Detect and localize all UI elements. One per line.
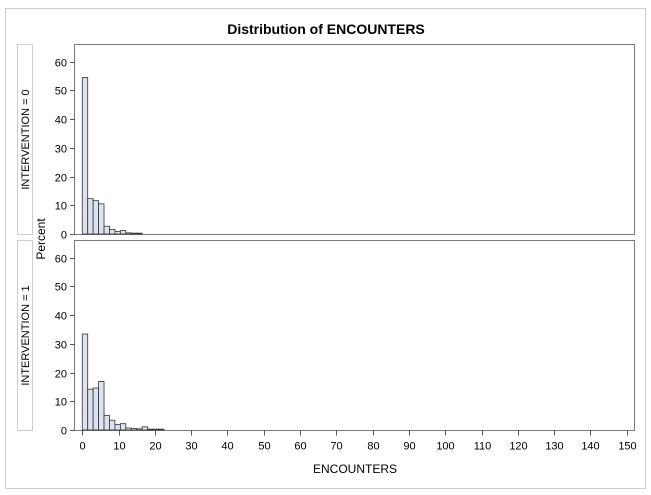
panel-0-strip <box>17 44 33 235</box>
panel-1-bar <box>98 381 105 431</box>
panel-1-y-tick-label: 0 <box>61 426 67 438</box>
x-tick-label: 130 <box>545 441 563 453</box>
panel-1-y-tick-label: 30 <box>55 340 67 352</box>
panel-1-bar <box>130 428 138 431</box>
x-tick-label: 0 <box>79 441 85 453</box>
x-tick-label: 100 <box>436 441 454 453</box>
panel-1-y-tick-label: 20 <box>55 369 67 381</box>
panel-1-bar <box>147 428 154 431</box>
panel-0-y-tick-label: 20 <box>55 173 67 185</box>
panel-0-bar <box>119 230 127 235</box>
panel-1-label: INTERVENTION = 1 <box>20 285 32 385</box>
panel-1-bar <box>114 424 121 431</box>
panel-1-strip <box>17 240 33 431</box>
panel-0-bar <box>125 232 132 235</box>
panel-1-y-tick-label: 40 <box>55 311 67 323</box>
panel-1-bar <box>158 428 165 431</box>
panel-1-bar <box>152 428 159 431</box>
x-axis-label: ENCOUNTERS <box>313 462 397 476</box>
x-tick-label: 30 <box>185 441 197 453</box>
chart-marks: 0 10 20 30 40 50 60 0 10 20 30 40 50 60 0 10 20 30 40 50 60 7… <box>55 58 637 453</box>
x-tick-label: 10 <box>113 441 125 453</box>
panel-0-y-tick-label: 60 <box>55 58 67 70</box>
panel-1-frame <box>74 240 635 431</box>
panel-0-bar <box>136 232 143 235</box>
panel-0-bar <box>92 200 99 235</box>
panel-0-bar <box>109 228 116 235</box>
panel-0-y-tick-label: 40 <box>55 115 67 127</box>
x-tick-label: 80 <box>367 441 379 453</box>
panel-1-y-tick-label: 10 <box>55 397 67 409</box>
x-tick-label: 60 <box>294 441 306 453</box>
panel-1-bar <box>92 387 99 431</box>
panel-0-bar <box>114 231 121 235</box>
panel-0-y-tick-label: 10 <box>55 201 67 213</box>
x-tick-label: 70 <box>330 441 342 453</box>
panel-0-frame <box>74 44 635 235</box>
panel-1-bar <box>125 427 132 431</box>
panel-1-y-tick-label: 50 <box>55 282 67 294</box>
panel-0-bar <box>87 198 94 235</box>
x-tick-label: 40 <box>221 441 233 453</box>
panel-1-bar <box>103 414 110 431</box>
panel-1-bar <box>119 423 127 431</box>
panel-0-bar <box>103 225 110 235</box>
x-tick-label: 90 <box>403 441 415 453</box>
panel-1-bar <box>141 426 148 431</box>
panel-0-y-tick-label: 0 <box>61 230 67 242</box>
panel-0-label: INTERVENTION = 0 <box>20 89 32 189</box>
panel-0-bar <box>98 203 105 235</box>
x-tick-label: 150 <box>618 441 636 453</box>
panel-1-y-tick-label: 60 <box>55 254 67 266</box>
x-tick-label: 120 <box>509 441 527 453</box>
x-tick-label: 110 <box>474 441 492 453</box>
chart-title: Distribution of ENCOUNTERS <box>227 21 425 37</box>
panel-1-bar <box>136 428 143 431</box>
panel-0-y-tick-label: 50 <box>55 86 67 98</box>
panel-0-y-tick-label: 30 <box>55 144 67 156</box>
panel-0-bar <box>81 77 89 235</box>
x-tick-label: 140 <box>581 441 599 453</box>
y-axis-label: Percent <box>34 218 48 260</box>
panel-0-bar <box>130 232 138 235</box>
panel-1-bar <box>109 419 116 431</box>
panel-1-bar <box>81 333 89 431</box>
x-tick-label: 20 <box>149 441 161 453</box>
x-tick-label: 50 <box>258 441 270 453</box>
panel-1-bar <box>87 388 94 431</box>
